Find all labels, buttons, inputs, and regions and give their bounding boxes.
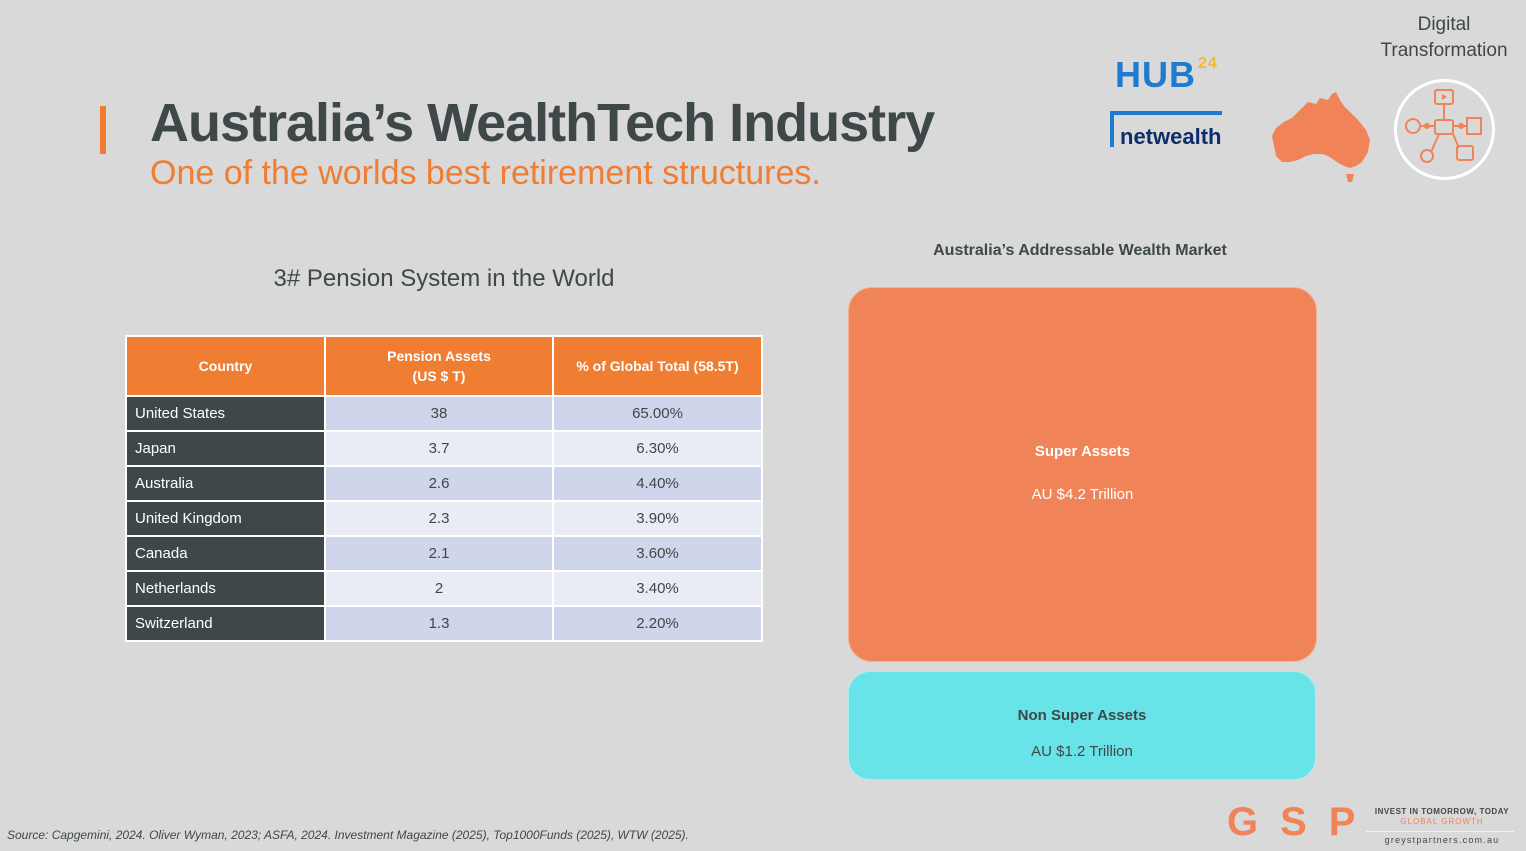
assets-cell: 2.6 — [324, 465, 554, 502]
pension-table-header-row: Country Pension Assets (US $ T) % of Glo… — [125, 335, 763, 397]
col-assets-header-line2: (US $ T) — [412, 368, 466, 384]
share-cell: 65.00% — [552, 395, 763, 432]
super-assets-value: AU $4.2 Trillion — [1031, 486, 1134, 503]
assets-cell: 38 — [324, 395, 554, 432]
table-row: Switzerland 1.3 2.20% — [125, 605, 763, 642]
digital-transformation-icon — [1394, 79, 1495, 180]
gsp-logo: GSP — [1227, 800, 1378, 844]
assets-cell: 3.7 — [324, 430, 554, 467]
col-country-header: Country — [125, 335, 326, 397]
table-row: Netherlands 2 3.40% — [125, 570, 763, 607]
non-super-assets-label: Non Super Assets — [1017, 707, 1147, 724]
dt-label-line2: Transformation — [1380, 40, 1508, 61]
website-link[interactable]: greystpartners.com.au — [1384, 835, 1500, 845]
tagline-divider — [1366, 831, 1514, 832]
table-row: Japan 3.7 6.30% — [125, 430, 763, 467]
pension-table-title: 3# Pension System in the World — [273, 265, 615, 292]
table-row: United Kingdom 2.3 3.90% — [125, 500, 763, 537]
title-accent-bar — [100, 106, 106, 154]
country-cell: Australia — [125, 465, 326, 502]
table-row: Canada 2.1 3.60% — [125, 535, 763, 572]
hub24-logo: HUB 24 — [1115, 54, 1218, 96]
hub24-logo-sup: 24 — [1198, 55, 1218, 72]
share-cell: 3.40% — [552, 570, 763, 607]
hub24-logo-text: HUB — [1115, 54, 1196, 95]
share-cell: 3.60% — [552, 535, 763, 572]
table-row: United States 38 65.00% — [125, 395, 763, 432]
tagline-primary: INVEST IN TOMORROW, TODAY — [1374, 807, 1510, 816]
pension-table: Country Pension Assets (US $ T) % of Glo… — [125, 335, 763, 642]
country-cell: Japan — [125, 430, 326, 467]
share-cell: 2.20% — [552, 605, 763, 642]
col-share-header: % of Global Total (58.5T) — [552, 335, 763, 397]
assets-cell: 1.3 — [324, 605, 554, 642]
col-assets-header: Pension Assets (US $ T) — [324, 335, 554, 397]
country-cell: United Kingdom — [125, 500, 326, 537]
dt-label-line1: Digital — [1417, 14, 1471, 35]
netwealth-logo-side — [1110, 111, 1114, 147]
country-cell: Switzerland — [125, 605, 326, 642]
australia-map-icon — [1272, 92, 1370, 182]
assets-cell: 2.3 — [324, 500, 554, 537]
country-cell: Netherlands — [125, 570, 326, 607]
share-cell: 4.40% — [552, 465, 763, 502]
non-super-assets-box: Non Super Assets AU $1.2 Trillion — [848, 671, 1316, 780]
netwealth-logo: netwealth — [1120, 124, 1222, 149]
source-note: Source: Capgemini, 2024. Oliver Wyman, 2… — [7, 828, 689, 842]
country-cell: Canada — [125, 535, 326, 572]
table-row: Australia 2.6 4.40% — [125, 465, 763, 502]
col-assets-header-line1: Pension Assets — [387, 348, 491, 364]
non-super-assets-value: AU $1.2 Trillion — [1031, 743, 1133, 760]
share-cell: 3.90% — [552, 500, 763, 537]
digital-transformation-label: Digital Transformation — [1374, 12, 1514, 64]
wealth-market-title: Australia’s Addressable Wealth Market — [933, 242, 1227, 259]
assets-cell: 2 — [324, 570, 554, 607]
super-assets-box: Super Assets AU $4.2 Trillion — [848, 287, 1317, 662]
page-subtitle: One of the worlds best retirement struct… — [150, 154, 821, 192]
netwealth-logo-bar — [1110, 111, 1222, 115]
page-title: Australia’s WealthTech Industry — [150, 93, 935, 153]
dt-network-icon — [1405, 89, 1482, 163]
super-assets-label: Super Assets — [1034, 443, 1131, 460]
country-cell: United States — [125, 395, 326, 432]
tagline-secondary: GLOBAL GROWTH — [1400, 817, 1484, 826]
assets-cell: 2.1 — [324, 535, 554, 572]
share-cell: 6.30% — [552, 430, 763, 467]
